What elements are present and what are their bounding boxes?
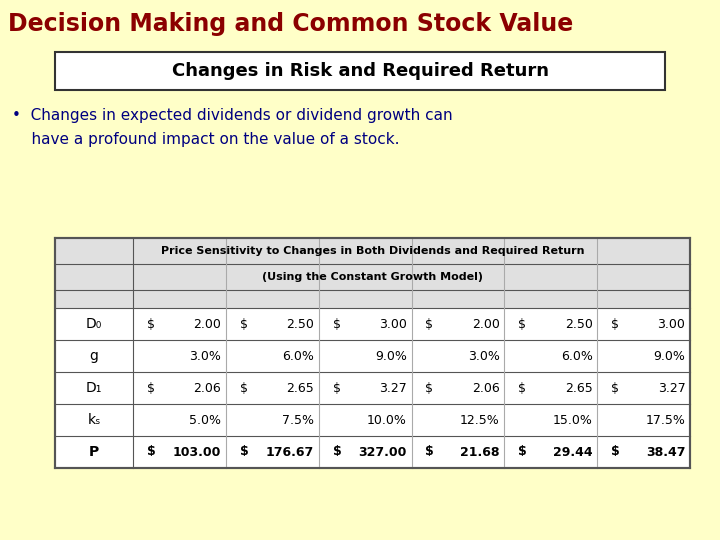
Text: 2.06: 2.06 bbox=[472, 381, 500, 395]
Text: 2.06: 2.06 bbox=[194, 381, 221, 395]
Text: 17.5%: 17.5% bbox=[646, 414, 685, 427]
Text: kₛ: kₛ bbox=[87, 413, 101, 427]
Text: P: P bbox=[89, 445, 99, 459]
Text: 2.65: 2.65 bbox=[287, 381, 314, 395]
Text: D₀: D₀ bbox=[86, 317, 102, 331]
Text: 5.0%: 5.0% bbox=[189, 414, 221, 427]
Text: 3.00: 3.00 bbox=[657, 318, 685, 330]
Text: 12.5%: 12.5% bbox=[460, 414, 500, 427]
Text: 176.67: 176.67 bbox=[266, 446, 314, 458]
Text: 3.27: 3.27 bbox=[379, 381, 407, 395]
Text: 3.27: 3.27 bbox=[657, 381, 685, 395]
Text: $: $ bbox=[611, 318, 619, 330]
Text: Decision Making and Common Stock Value: Decision Making and Common Stock Value bbox=[8, 12, 573, 36]
Text: 327.00: 327.00 bbox=[359, 446, 407, 458]
Text: $: $ bbox=[333, 446, 341, 458]
Text: 29.44: 29.44 bbox=[553, 446, 593, 458]
Bar bbox=[55, 238, 690, 308]
Text: 7.5%: 7.5% bbox=[282, 414, 314, 427]
Text: 3.0%: 3.0% bbox=[468, 349, 500, 362]
Text: $: $ bbox=[426, 446, 434, 458]
Text: $: $ bbox=[611, 381, 619, 395]
Text: •  Changes in expected dividends or dividend growth can: • Changes in expected dividends or divid… bbox=[12, 108, 453, 123]
Text: 2.50: 2.50 bbox=[564, 318, 593, 330]
Text: 9.0%: 9.0% bbox=[375, 349, 407, 362]
Text: g: g bbox=[89, 349, 99, 363]
Bar bbox=[55, 52, 665, 90]
Text: 3.0%: 3.0% bbox=[189, 349, 221, 362]
Text: 9.0%: 9.0% bbox=[654, 349, 685, 362]
Text: $: $ bbox=[147, 446, 156, 458]
Text: 10.0%: 10.0% bbox=[367, 414, 407, 427]
Text: 2.50: 2.50 bbox=[286, 318, 314, 330]
Text: $: $ bbox=[611, 446, 620, 458]
Text: D₁: D₁ bbox=[86, 381, 102, 395]
Text: $: $ bbox=[333, 381, 341, 395]
Text: $: $ bbox=[426, 381, 433, 395]
Text: 103.00: 103.00 bbox=[173, 446, 221, 458]
Text: $: $ bbox=[333, 318, 341, 330]
Text: (Using the Constant Growth Model): (Using the Constant Growth Model) bbox=[262, 272, 483, 282]
Text: $: $ bbox=[518, 318, 526, 330]
Text: 3.00: 3.00 bbox=[379, 318, 407, 330]
Text: $: $ bbox=[147, 381, 155, 395]
Text: 38.47: 38.47 bbox=[646, 446, 685, 458]
Text: $: $ bbox=[426, 318, 433, 330]
Text: $: $ bbox=[240, 381, 248, 395]
Text: 2.00: 2.00 bbox=[193, 318, 221, 330]
Text: $: $ bbox=[147, 318, 155, 330]
Text: $: $ bbox=[518, 446, 527, 458]
Text: $: $ bbox=[240, 318, 248, 330]
Text: 6.0%: 6.0% bbox=[282, 349, 314, 362]
Text: Changes in Risk and Required Return: Changes in Risk and Required Return bbox=[171, 62, 549, 80]
Text: Price Sensitivity to Changes in Both Dividends and Required Return: Price Sensitivity to Changes in Both Div… bbox=[161, 246, 584, 256]
Text: 6.0%: 6.0% bbox=[561, 349, 593, 362]
Bar bbox=[55, 238, 690, 468]
Text: $: $ bbox=[240, 446, 248, 458]
Text: 2.65: 2.65 bbox=[564, 381, 593, 395]
Text: 21.68: 21.68 bbox=[460, 446, 500, 458]
Text: have a profound impact on the value of a stock.: have a profound impact on the value of a… bbox=[12, 132, 400, 147]
Text: 2.00: 2.00 bbox=[472, 318, 500, 330]
Text: 15.0%: 15.0% bbox=[553, 414, 593, 427]
Bar bbox=[55, 238, 690, 468]
Text: $: $ bbox=[518, 381, 526, 395]
